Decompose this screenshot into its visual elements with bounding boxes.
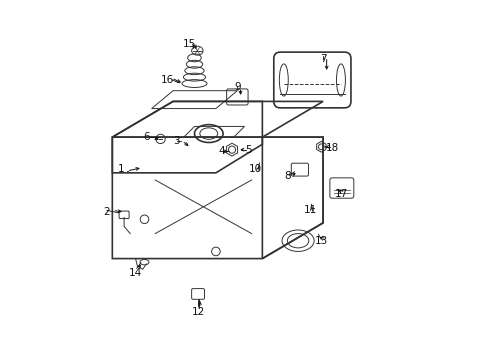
Text: 9: 9	[234, 82, 240, 92]
Text: 3: 3	[173, 136, 180, 146]
Text: 16: 16	[161, 75, 174, 85]
Text: 7: 7	[319, 54, 325, 64]
Text: 1: 1	[118, 164, 124, 174]
Text: 14: 14	[129, 268, 142, 278]
Text: 2: 2	[103, 207, 110, 217]
Text: 11: 11	[304, 205, 317, 215]
Text: 5: 5	[244, 145, 251, 155]
Text: 12: 12	[191, 307, 204, 317]
Text: 13: 13	[314, 236, 327, 246]
Text: 10: 10	[248, 164, 261, 174]
Text: 8: 8	[284, 171, 290, 181]
Text: 4: 4	[218, 147, 224, 157]
Text: 18: 18	[325, 143, 338, 153]
Text: 6: 6	[142, 132, 149, 142]
Text: 15: 15	[182, 39, 195, 49]
Text: 17: 17	[334, 189, 347, 199]
